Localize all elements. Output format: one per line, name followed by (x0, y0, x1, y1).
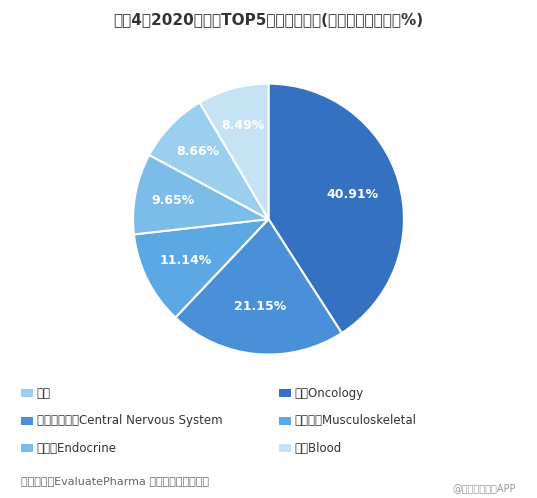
Text: 肌肉骨骼Musculoskeletal: 肌肉骨骼Musculoskeletal (294, 414, 416, 427)
Text: 肿瘤Oncology: 肿瘤Oncology (294, 387, 364, 400)
Text: 中枢神经系统Central Nervous System: 中枢神经系统Central Nervous System (37, 414, 222, 427)
Text: 8.66%: 8.66% (177, 145, 220, 158)
Wedge shape (134, 219, 268, 318)
Text: 资料来源：EvaluatePharma 前瞻产业研究院整理: 资料来源：EvaluatePharma 前瞻产业研究院整理 (21, 476, 209, 486)
Wedge shape (268, 84, 404, 333)
Wedge shape (149, 103, 268, 219)
Text: 9.65%: 9.65% (151, 194, 194, 207)
Text: @前瞻经济学人APP: @前瞻经济学人APP (452, 483, 516, 493)
Text: 8.49%: 8.49% (221, 119, 264, 131)
Text: 11.14%: 11.14% (160, 254, 212, 267)
Text: 内分泌Endocrine: 内分泌Endocrine (37, 442, 117, 455)
Text: 40.91%: 40.91% (327, 188, 379, 201)
Wedge shape (176, 219, 342, 355)
Text: 血液Blood: 血液Blood (294, 442, 342, 455)
Wedge shape (133, 155, 268, 235)
Text: 其他: 其他 (37, 387, 50, 400)
Wedge shape (200, 84, 268, 219)
Text: 21.15%: 21.15% (234, 300, 286, 313)
Text: 图表4：2020年全球TOP5药品畅销领域(单位：十亿美元，%): 图表4：2020年全球TOP5药品畅销领域(单位：十亿美元，%) (113, 12, 424, 27)
